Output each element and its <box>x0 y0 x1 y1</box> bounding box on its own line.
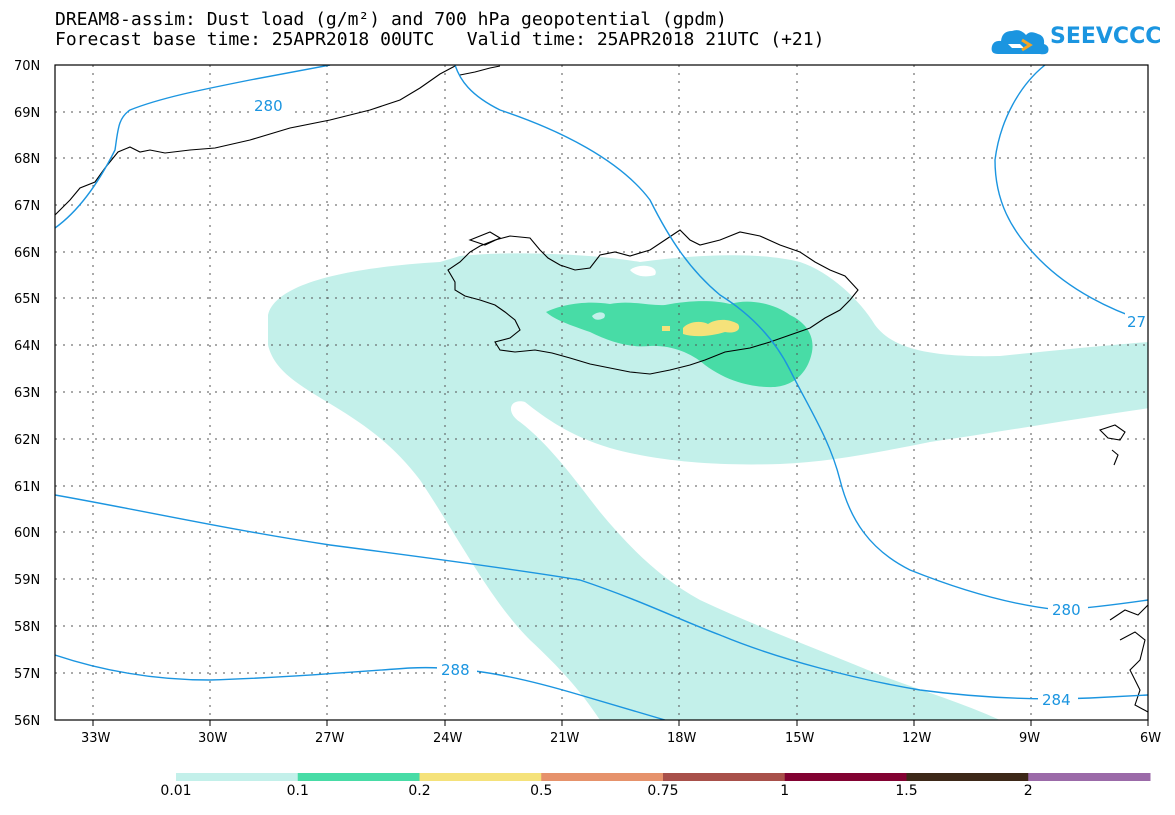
contour-288 <box>55 654 666 720</box>
dust-area-0.2 <box>662 319 740 337</box>
contour-label-2: 280 <box>1052 601 1081 619</box>
lon-label: 33W <box>81 731 111 746</box>
contour-label-4: 288 <box>441 661 470 679</box>
lat-label: 67N <box>14 199 40 214</box>
geopotential-contours <box>55 65 1148 720</box>
legend-swatch <box>297 773 420 781</box>
contour-label-1: 280 <box>254 97 283 115</box>
legend-colorbar <box>176 773 1151 781</box>
legend-label: 0.75 <box>647 783 679 799</box>
legend-label: 2 <box>1023 783 1033 799</box>
lat-label: 69N <box>14 106 40 121</box>
map-frame <box>54 64 1149 721</box>
lat-label: 58N <box>14 620 40 635</box>
logo-text: SEEVCCC <box>1050 24 1162 49</box>
lat-label: 60N <box>14 526 40 541</box>
lon-labels: 33W 30W 27W 24W 21W 18W 15W 12W 9W 6W <box>81 731 1161 746</box>
legend-swatch <box>906 773 1029 781</box>
lat-label: 70N <box>14 59 40 74</box>
cloud-logo-icon <box>991 30 1049 55</box>
lon-label: 27W <box>315 731 345 746</box>
legend-label: 0.2 <box>408 783 431 799</box>
lat-labels: 70N 69N 68N 67N 66N 65N 64N 63N 62N 61N … <box>14 59 40 729</box>
legend-swatch <box>784 773 907 781</box>
lat-label: 56N <box>14 714 40 729</box>
lon-label: 24W <box>433 731 463 746</box>
legend-label: 1.5 <box>895 783 918 799</box>
contour-27-east <box>994 65 1148 323</box>
coastline <box>55 65 1148 713</box>
legend-label: 0.5 <box>530 783 553 799</box>
legend-swatch <box>419 773 542 781</box>
lon-label: 30W <box>198 731 228 746</box>
lat-label: 63N <box>14 386 40 401</box>
legend-swatch <box>1028 773 1151 781</box>
title-line-1: DREAM8-assim: Dust load (g/m²) and 700 h… <box>55 9 727 30</box>
legend-swatch <box>541 773 664 781</box>
lon-label: 9W <box>1019 731 1040 746</box>
lat-label: 62N <box>14 433 40 448</box>
lon-label: 18W <box>667 731 697 746</box>
lon-grid <box>92 65 1032 720</box>
contour-280-center <box>454 65 1148 611</box>
contour-label-5: 284 <box>1042 691 1071 709</box>
legend-label: 0.1 <box>286 783 309 799</box>
lat-label: 65N <box>14 292 40 307</box>
contour-label-6: 27 <box>1127 313 1146 331</box>
lon-label: 6W <box>1140 731 1161 746</box>
dust-area-0.1 <box>546 301 813 388</box>
lat-label: 57N <box>14 667 40 682</box>
title-line-2: Forecast base time: 25APR2018 00UTC Vali… <box>55 29 825 50</box>
contour-284 <box>55 494 1148 700</box>
lat-label: 64N <box>14 339 40 354</box>
legend-swatch <box>176 773 299 781</box>
lon-label: 21W <box>550 731 580 746</box>
dust-area-0.01 <box>268 253 1148 720</box>
contour-280-greenland <box>55 65 331 229</box>
legend-swatch <box>663 773 786 781</box>
lon-label: 15W <box>785 731 815 746</box>
legend-label: 0.01 <box>160 783 192 799</box>
lat-label: 59N <box>14 573 40 588</box>
lat-label: 61N <box>14 480 40 495</box>
legend-label: 1 <box>780 783 790 799</box>
lon-label: 12W <box>902 731 932 746</box>
lat-label: 68N <box>14 152 40 167</box>
lat-label: 66N <box>14 246 40 261</box>
